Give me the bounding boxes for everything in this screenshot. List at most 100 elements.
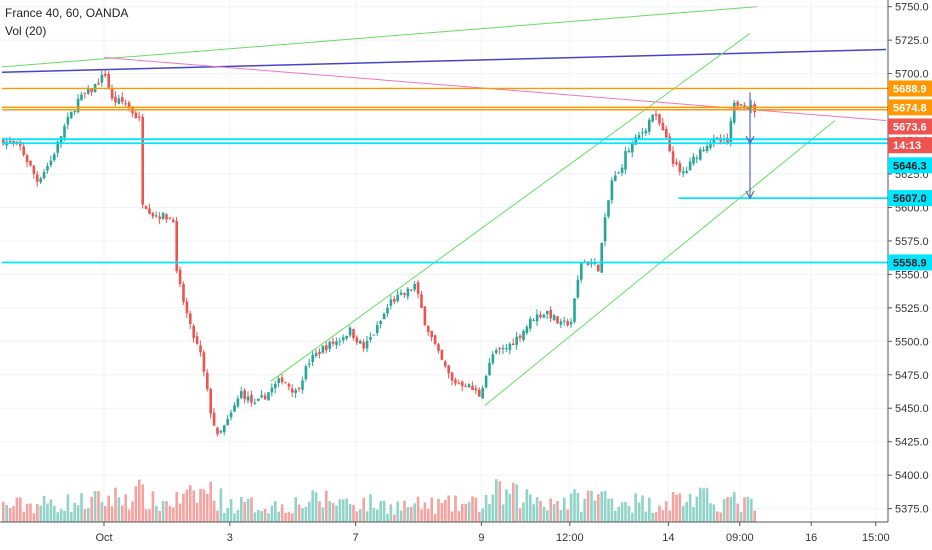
candle-body [474, 388, 478, 391]
y-tick-label: 5475.0 [895, 370, 929, 382]
candle-body [634, 137, 637, 145]
volume-bar [280, 504, 284, 522]
volume-bar [484, 494, 488, 522]
x-tick-label: 09:00 [726, 532, 754, 544]
candle-body [348, 327, 352, 336]
candle-body [158, 216, 161, 220]
price-tag-label: 5673.6 [893, 121, 927, 133]
volume-bar [552, 503, 556, 522]
candle-body [461, 381, 464, 387]
candle-body [260, 395, 263, 398]
candle-body [352, 328, 355, 338]
volume-bar [406, 507, 410, 522]
candle-body [277, 378, 280, 384]
candle-body [702, 150, 705, 152]
volume-bar [637, 502, 641, 522]
volume-bar [393, 514, 396, 522]
candle-body [403, 292, 406, 295]
volume-bar [56, 512, 59, 522]
candle-body [478, 389, 481, 397]
volume-bar [389, 504, 393, 522]
volume-bar [556, 500, 559, 522]
x-tick-label: 14 [662, 532, 674, 544]
volume-bar [175, 491, 178, 522]
volume-bar [185, 489, 189, 522]
volume-bar [440, 502, 444, 522]
candle-body [328, 341, 331, 349]
candle-body [484, 375, 488, 388]
candle-body [379, 320, 382, 324]
chart-header: France 40, 60, OANDA Vol (20) [5, 4, 128, 40]
candle-body [556, 316, 559, 324]
volume-bar [223, 512, 226, 522]
candle-body [447, 365, 450, 374]
candle-body [100, 74, 104, 83]
x-tick-label: 7 [353, 532, 359, 544]
candle-body [165, 214, 168, 220]
volume-bar [22, 511, 25, 522]
price-tag-label: 14:13 [893, 140, 921, 152]
volume-bar [518, 508, 522, 522]
candle-body [199, 345, 202, 353]
volume-bar [474, 497, 478, 522]
volume-bar [321, 507, 325, 522]
volume-bar [362, 497, 365, 522]
candle-body [542, 314, 546, 318]
candle-body [294, 390, 297, 394]
volume-bar [675, 494, 678, 522]
candle-body [440, 349, 444, 360]
volume-bar [699, 487, 702, 522]
volume-bar [722, 499, 726, 522]
candle-body [117, 98, 121, 104]
volume-indicator-label[interactable]: Vol (20) [5, 24, 47, 38]
candle-body [301, 380, 304, 390]
volume-bar [709, 503, 712, 522]
candle-body [607, 200, 610, 217]
volume-bar [250, 497, 253, 522]
y-tick-label: 5375.0 [895, 504, 929, 516]
candle-body [178, 269, 182, 285]
volume-bar [66, 494, 70, 522]
volume-bar [240, 497, 243, 522]
volume-bar [8, 507, 12, 522]
candle-body [291, 388, 294, 393]
candle-body [535, 314, 539, 322]
volume-bar [651, 513, 654, 522]
candle-body [406, 288, 410, 297]
candle-body [42, 171, 46, 179]
candle-body [386, 307, 389, 314]
volume-bar [25, 503, 29, 522]
candle-body [233, 405, 236, 412]
volume-bar [372, 507, 376, 522]
volume-bar [410, 506, 413, 522]
volume-bar [631, 512, 634, 522]
candle-body [121, 97, 124, 102]
volume-bar [539, 500, 542, 522]
volume-bar [359, 509, 362, 522]
volume-bar [671, 491, 675, 522]
volume-bar [124, 494, 127, 522]
volume-bar [29, 503, 32, 522]
volume-bar [437, 498, 440, 522]
candle-body [566, 321, 569, 326]
candle-body [746, 108, 750, 110]
volume-bar [702, 488, 705, 522]
volume-bar [236, 510, 240, 522]
candle-body [733, 102, 736, 123]
y-tick-label: 5400.0 [895, 470, 929, 482]
volume-bar [311, 490, 314, 522]
candle-body [212, 412, 216, 426]
candle-body [365, 340, 369, 349]
volume-bar [569, 493, 573, 522]
volume-bar [243, 501, 246, 522]
volume-bar [212, 500, 216, 522]
volume-bar [365, 511, 369, 522]
volume-bar [488, 504, 491, 522]
volume-bar [593, 500, 597, 522]
candle-body [423, 306, 427, 326]
y-tick-label: 5550.0 [895, 269, 929, 281]
candle-body [467, 384, 471, 388]
volume-bar [134, 486, 138, 522]
volume-bar [2, 501, 5, 522]
